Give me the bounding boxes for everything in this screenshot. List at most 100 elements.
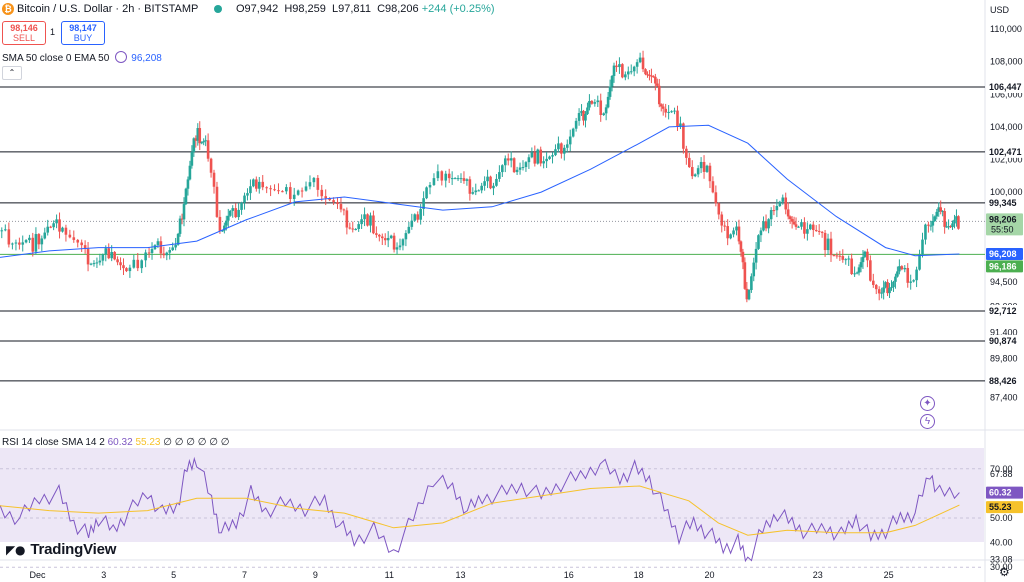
candle [354, 228, 358, 230]
candle [820, 231, 824, 233]
candle [890, 287, 893, 289]
candle [342, 209, 346, 211]
candle [257, 181, 261, 189]
candle [667, 111, 670, 113]
sell-button[interactable]: 98,146 SELL [2, 21, 46, 45]
lightning-icon[interactable]: ϟ [920, 414, 935, 429]
candle [49, 226, 52, 228]
rsi-tick-label: 50.00 [990, 513, 1013, 523]
candle [909, 281, 912, 283]
candle [586, 107, 589, 115]
candle [98, 260, 102, 263]
candle [838, 255, 842, 257]
candle [336, 202, 339, 205]
buy-button[interactable]: 98,147 BUY [61, 21, 105, 45]
candle [915, 269, 918, 281]
candle [621, 64, 624, 78]
candle [806, 229, 809, 234]
x-tick-label: 23 [813, 570, 823, 580]
candle [693, 174, 697, 177]
candle [113, 251, 116, 260]
candle [357, 224, 360, 229]
candle [132, 259, 136, 268]
candle [171, 247, 174, 251]
candle [551, 155, 554, 157]
candle [924, 224, 927, 240]
candle [741, 251, 745, 263]
candle [459, 178, 463, 180]
rsi-tick-label: 40.00 [990, 538, 1013, 548]
candle [863, 251, 867, 257]
plus-circle-icon[interactable]: ✦ [920, 396, 935, 411]
rsi-legend[interactable]: RSI 14 close SMA 14 2 60.32 55.23 ∅ ∅ ∅ … [2, 437, 230, 448]
candle [450, 178, 454, 180]
candle [226, 215, 230, 221]
chart-header: ₿ Bitcoin / U.S. Dollar · 2h · BITSTAMP … [0, 0, 984, 18]
candle [465, 179, 469, 181]
candle [509, 158, 513, 161]
candle [281, 191, 284, 193]
eye-icon[interactable] [115, 51, 128, 63]
candle [416, 214, 420, 220]
candle [754, 248, 758, 263]
sma-legend[interactable]: SMA 50 close 0 EMA 50 96,208 [2, 51, 162, 64]
candle [339, 204, 343, 210]
candle [369, 215, 372, 226]
candle [110, 251, 113, 259]
candle [767, 219, 770, 229]
candle [40, 238, 44, 245]
candle [165, 252, 169, 256]
candle [453, 178, 457, 180]
candle [200, 142, 204, 144]
candle [288, 187, 292, 199]
candle [527, 157, 531, 163]
candle [273, 189, 276, 191]
candle [533, 152, 537, 164]
candle [383, 238, 387, 241]
collapse-icon[interactable]: ⌃ [2, 66, 22, 80]
candle [184, 188, 188, 205]
rsi-ma-line [0, 485, 960, 536]
y-tick-label: 87,400 [990, 393, 1018, 403]
candle [918, 254, 921, 270]
level-price-tag: 90,874 [989, 336, 1017, 346]
candle [762, 221, 765, 231]
y-tick-label: 94,500 [990, 277, 1018, 287]
candle [521, 167, 525, 169]
candle [560, 143, 563, 154]
rsi-last-tag-bg [986, 486, 1023, 499]
candle [468, 179, 472, 194]
candle [55, 219, 58, 224]
candle [24, 240, 28, 243]
tradingview-logo: ◤● TradingView [6, 541, 117, 558]
candle [580, 110, 583, 114]
candle [285, 187, 288, 192]
candle [249, 186, 252, 194]
level-price-tag-bg [986, 334, 1023, 347]
candle [536, 149, 540, 164]
candle [192, 138, 196, 153]
candle [240, 202, 243, 210]
candle [486, 176, 489, 182]
candle [726, 226, 729, 239]
candle [386, 237, 390, 241]
settings-icon[interactable]: ⚙ [999, 565, 1010, 579]
candle [943, 211, 946, 227]
x-tick-label: 18 [634, 570, 644, 580]
candle [957, 216, 960, 229]
candle [366, 214, 369, 226]
candle [277, 190, 280, 192]
candle [436, 171, 440, 179]
candle [596, 100, 600, 103]
candle [829, 238, 833, 256]
candle [223, 225, 226, 231]
candle [292, 194, 296, 199]
symbol-title[interactable]: Bitcoin / U.S. Dollar · 2h · BITSTAMP [17, 3, 199, 15]
x-tick-label: 16 [564, 570, 574, 580]
candle [602, 113, 605, 116]
candle [234, 208, 237, 218]
candle [524, 162, 528, 168]
candle [872, 280, 875, 285]
candle [652, 76, 655, 78]
